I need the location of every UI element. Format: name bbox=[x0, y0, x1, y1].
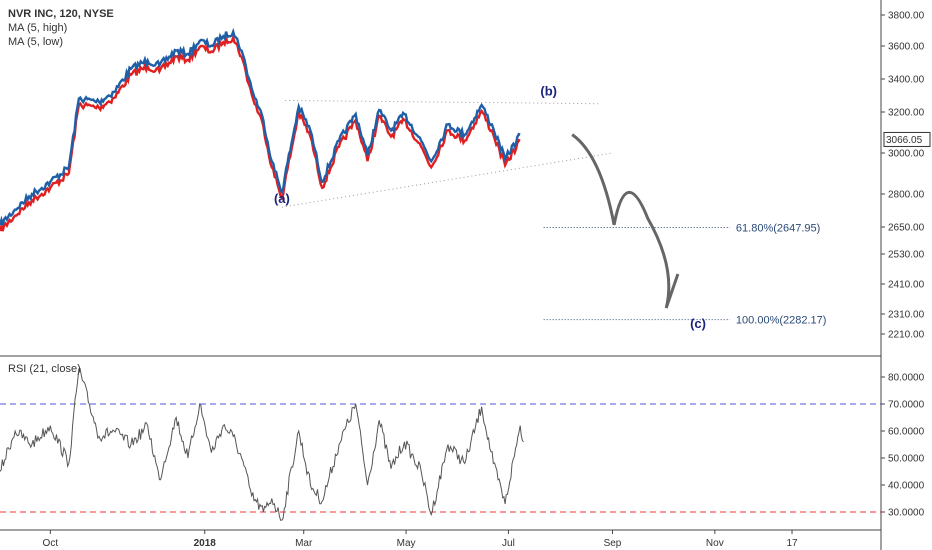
time-tick-label-6: Nov bbox=[706, 538, 724, 549]
ma-high-series bbox=[0, 27, 521, 226]
price-tick-label-4: 3000.00 bbox=[888, 149, 925, 160]
rsi-tick-label-5: 30.0000 bbox=[888, 508, 925, 519]
price-tick-label-10: 2210.00 bbox=[888, 330, 925, 341]
time-tick-label-4: Jul bbox=[502, 538, 515, 549]
rsi-label: RSI (21, close) bbox=[8, 363, 81, 375]
legend-ma-low: MA (5, low) bbox=[8, 36, 63, 48]
price-tick-label-7: 2530.00 bbox=[888, 250, 925, 261]
time-axis: Oct 2018 Mar May Jul Sep Nov 17 bbox=[43, 530, 798, 549]
price-tick-label-1: 3600.00 bbox=[888, 42, 925, 53]
rsi-tick-label-0: 80.0000 bbox=[888, 373, 925, 384]
annotation-lines bbox=[281, 99, 730, 321]
rsi-axis: 80.0000 70.0000 60.0000 50.0000 40.0000 30.00… bbox=[881, 373, 925, 519]
price-tick-label-5: 2800.00 bbox=[888, 190, 925, 201]
last-price-value: 3066.05 bbox=[886, 135, 923, 146]
rsi-series bbox=[0, 367, 524, 521]
legend-ma-high: MA (5, high) bbox=[8, 22, 67, 34]
time-tick-label-5: Sep bbox=[604, 538, 622, 549]
time-tick-label-7: 17 bbox=[786, 538, 798, 549]
fib-61-label: 61.80%(2647.95) bbox=[736, 222, 820, 234]
ma-low-series bbox=[0, 33, 521, 232]
price-tick-label-9: 2310.00 bbox=[888, 310, 925, 321]
price-tick-label-8: 2410.00 bbox=[888, 280, 925, 291]
time-tick-label-0: Oct bbox=[43, 538, 59, 549]
time-tick-label-1: 2018 bbox=[194, 538, 217, 549]
triangle-upper-line bbox=[285, 99, 601, 105]
fib-100-label: 100.00%(2282.17) bbox=[736, 315, 827, 327]
wave-b-label: (b) bbox=[540, 84, 557, 99]
wave-a-label: (a) bbox=[274, 191, 290, 206]
time-tick-label-2: Mar bbox=[295, 538, 313, 549]
price-tick-label-0: 3800.00 bbox=[888, 11, 925, 22]
rsi-tick-label-2: 60.0000 bbox=[888, 427, 925, 438]
rsi-tick-label-4: 40.0000 bbox=[888, 481, 925, 492]
chart-title: NVR INC, 120, NYSE bbox=[8, 8, 114, 20]
price-axis: 3800.00 3600.00 3400.00 3200.00 3000.00 2800.… bbox=[881, 11, 925, 341]
price-tick-label-6: 2650.00 bbox=[888, 223, 925, 234]
wave-projection-arrow bbox=[571, 133, 680, 309]
price-tick-label-2: 3400.00 bbox=[888, 75, 925, 86]
price-tick-label-3: 3200.00 bbox=[888, 108, 925, 119]
last-price-badge bbox=[883, 131, 931, 147]
time-tick-label-3: May bbox=[397, 538, 416, 549]
rsi-tick-label-1: 70.0000 bbox=[888, 400, 925, 411]
wave-c-label: (c) bbox=[690, 316, 706, 331]
rsi-tick-label-3: 50.0000 bbox=[888, 454, 925, 465]
